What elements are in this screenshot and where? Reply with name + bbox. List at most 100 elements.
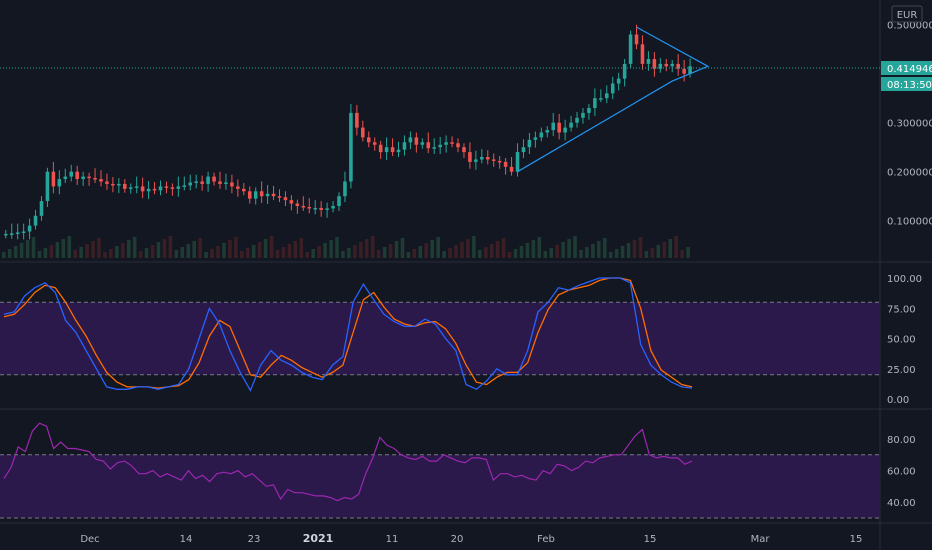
candle-body	[152, 188, 157, 191]
candle-body	[45, 171, 50, 202]
candle-body	[93, 178, 97, 180]
price-pane[interactable]	[2, 24, 710, 258]
candle-body	[361, 127, 365, 138]
volume-bar	[121, 243, 125, 258]
candle-body	[497, 160, 502, 163]
volume-bar	[585, 247, 589, 258]
candle-body	[21, 231, 26, 233]
candle-body	[230, 182, 234, 187]
candle-body	[527, 139, 532, 148]
candle-body	[408, 137, 413, 143]
volume-bar	[650, 248, 655, 258]
volume-bar	[406, 252, 411, 258]
candle-body	[295, 203, 300, 206]
candle-body	[462, 147, 466, 153]
volume-bar	[192, 241, 196, 258]
candle-body	[277, 196, 282, 198]
rsi-pane[interactable]	[0, 422, 880, 519]
candle-body	[331, 206, 335, 209]
candle-body	[384, 147, 389, 153]
volume-bar	[263, 239, 268, 258]
candle-body	[63, 176, 68, 180]
candle-body	[480, 157, 484, 160]
volume-bar	[656, 245, 661, 258]
candle-body	[539, 132, 544, 138]
volume-bar	[341, 251, 345, 258]
candle-body	[134, 186, 139, 188]
rsi-tick-label: 60.00	[887, 467, 916, 478]
candle-body	[551, 122, 556, 131]
price-tag	[881, 61, 932, 75]
candle-body	[182, 185, 187, 187]
volume-bar	[418, 246, 423, 258]
candle-body	[378, 144, 383, 153]
candle-body	[140, 186, 145, 192]
time-tick-label: 23	[248, 534, 261, 545]
candle-body	[444, 142, 448, 145]
candle-body	[372, 142, 377, 145]
volume-bar	[513, 249, 518, 258]
candle-body	[128, 187, 133, 189]
volume-bar	[222, 243, 226, 258]
volume-bar	[55, 242, 60, 258]
volume-bar	[91, 241, 95, 258]
volume-bar	[240, 251, 244, 258]
candle-body	[474, 159, 478, 162]
candle-body	[610, 83, 615, 94]
candle-body	[170, 187, 175, 189]
candle-body	[224, 182, 228, 184]
volume-bar	[674, 236, 678, 258]
volume-bar	[311, 249, 315, 258]
volume-bar	[454, 245, 458, 258]
candle-body	[253, 191, 258, 199]
candle-body	[426, 142, 431, 149]
volume-bar	[13, 246, 18, 258]
candle-body	[438, 144, 442, 148]
time-axis[interactable]: Dec 14 23 2021 11 20 Feb 15 Mar 15	[80, 532, 862, 545]
volume-bar	[180, 247, 185, 258]
candle-body	[599, 98, 603, 100]
candle-body	[111, 183, 115, 186]
candle-body	[587, 108, 591, 113]
volume-bar	[460, 242, 464, 258]
candle-body	[218, 181, 222, 184]
candle-body	[456, 143, 460, 148]
stochastic-pane[interactable]	[0, 277, 880, 392]
candle-body	[468, 152, 472, 162]
volume-bar	[162, 239, 167, 258]
volume-bar	[442, 251, 446, 258]
candle-body	[337, 196, 341, 206]
currency-badge[interactable]	[891, 5, 923, 23]
candle-body	[117, 183, 121, 186]
triangle-drawing[interactable]	[517, 26, 710, 173]
volume-bar	[537, 237, 542, 258]
volume-bar	[245, 248, 250, 258]
volume-bar	[25, 240, 30, 258]
candle-body	[242, 188, 246, 192]
volume-bar	[466, 239, 470, 258]
candle-body	[206, 176, 210, 184]
candle-body	[366, 137, 371, 143]
time-tick-label: 15	[850, 534, 863, 545]
rsi-tick-label: 80.00	[887, 435, 916, 446]
candle-body	[640, 44, 645, 64]
candle-body	[9, 233, 14, 235]
volume-bar	[394, 241, 399, 258]
currency-label: EUR	[897, 10, 918, 21]
volume-bar	[168, 236, 173, 258]
candle-body	[319, 207, 323, 210]
candle-body	[593, 98, 597, 108]
candle-body	[271, 193, 276, 197]
volume-bar	[662, 242, 667, 258]
volume-bar	[85, 244, 89, 258]
right-price-axis[interactable]: 0.100000 0.200000 0.300000 0.500000 100.00 75…	[887, 21, 932, 509]
volume-bar	[156, 242, 161, 258]
volume-bar	[680, 250, 684, 258]
candle-body	[75, 171, 79, 180]
candle-body	[176, 186, 181, 189]
candle-body	[414, 137, 419, 145]
volume-bar	[323, 243, 327, 258]
volume-bar	[103, 252, 107, 258]
volume-bar	[644, 251, 649, 258]
